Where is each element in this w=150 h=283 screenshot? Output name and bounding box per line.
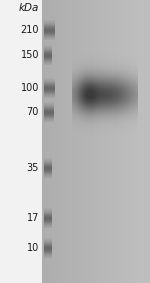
Text: 100: 100 — [21, 83, 39, 93]
Text: 210: 210 — [21, 25, 39, 35]
Text: 10: 10 — [27, 243, 39, 253]
Text: 150: 150 — [21, 50, 39, 60]
Text: 35: 35 — [27, 163, 39, 173]
Text: 17: 17 — [27, 213, 39, 223]
Text: kDa: kDa — [19, 3, 39, 13]
Text: 70: 70 — [27, 107, 39, 117]
Bar — [0, 0, 42, 283]
